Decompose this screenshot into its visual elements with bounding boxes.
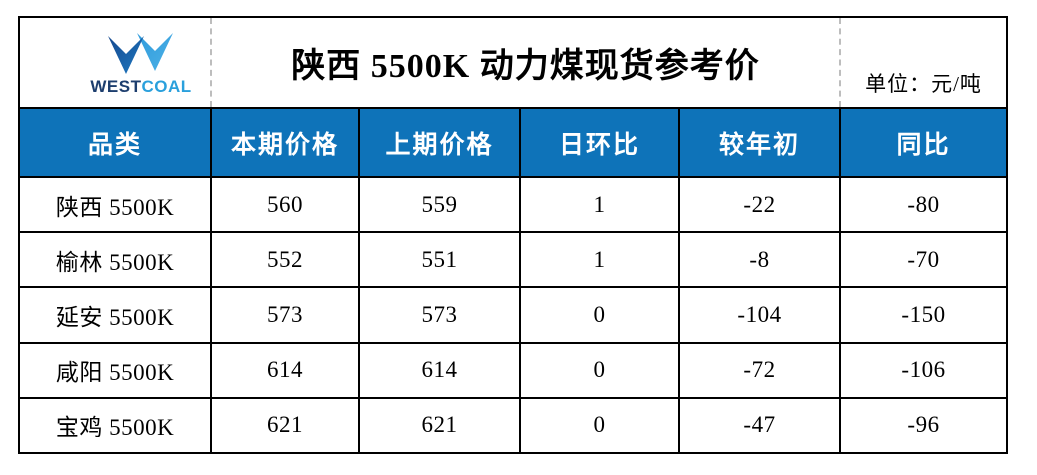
cell-daily-change: 0 (521, 398, 680, 453)
cell-daily-change: 1 (521, 178, 680, 232)
cell-ytd-change: -47 (680, 398, 841, 453)
cell-previous-price: 573 (360, 288, 521, 342)
table-row: 陕西 5500K 560 559 1 -22 -80 (20, 178, 1006, 234)
cell-current-price: 621 (212, 398, 360, 453)
logo-cell: WESTCOAL (20, 18, 212, 107)
cell-category: 榆林 5500K (20, 233, 212, 287)
table-row: 延安 5500K 573 573 0 -104 -150 (20, 288, 1006, 344)
cell-current-price: 552 (212, 233, 360, 287)
cell-ytd-change: -22 (680, 178, 841, 232)
cell-ytd-change: -104 (680, 288, 841, 342)
column-header-previous-price: 上期价格 (360, 109, 521, 176)
cell-yoy-change: -96 (907, 412, 940, 438)
cell-current-price: 614 (212, 343, 360, 397)
westcoal-w-icon (108, 33, 173, 74)
table-column-header-row: 品类 本期价格 上期价格 日环比 较年初 同比 (20, 109, 1006, 178)
cell-daily-change: 0 (521, 343, 680, 397)
column-header-yoy-change: 同比 (896, 131, 951, 159)
cell-yoy-change: -70 (907, 246, 940, 272)
cell-daily-change: 1 (521, 233, 680, 287)
unit-label: 单位：元/吨 (865, 72, 982, 96)
column-header-ytd-change: 较年初 (680, 109, 841, 176)
title-cell: 陕西 5500K 动力煤现货参考价 (212, 18, 841, 107)
westcoal-logo: WESTCOAL (90, 28, 191, 97)
price-table-sheet: WESTCOAL 陕西 5500K 动力煤现货参考价 单位：元/吨 品类 本期价… (18, 16, 1008, 454)
cell-category: 咸阳 5500K (20, 343, 212, 397)
cell-current-price: 560 (212, 178, 360, 232)
table-row: 咸阳 5500K 614 614 0 -72 -106 (20, 343, 1006, 399)
cell-previous-price: 614 (360, 343, 521, 397)
cell-previous-price: 551 (360, 233, 521, 287)
table-row: 宝鸡 5500K 621 621 0 -47 -96 (20, 398, 1006, 453)
logo-text-west: WEST (90, 77, 142, 96)
cell-category: 陕西 5500K (20, 178, 212, 232)
cell-yoy-change: -106 (901, 357, 946, 383)
cell-category: 延安 5500K (20, 288, 212, 342)
column-header-category: 品类 (20, 109, 212, 176)
unit-cell: 单位：元/吨 (841, 18, 1006, 107)
cell-yoy-change: -80 (907, 191, 940, 217)
logo-text-coal: COAL (141, 77, 192, 96)
cell-previous-price: 621 (360, 398, 521, 453)
table-row: 榆林 5500K 552 551 1 -8 -70 (20, 233, 1006, 289)
cell-previous-price: 559 (360, 178, 521, 232)
column-header-daily-change: 日环比 (521, 109, 680, 176)
page-title: 陕西 5500K 动力煤现货参考价 (291, 48, 760, 85)
cell-current-price: 573 (212, 288, 360, 342)
table-header-band: WESTCOAL 陕西 5500K 动力煤现货参考价 单位：元/吨 (20, 18, 1006, 109)
column-header-current-price: 本期价格 (212, 109, 360, 176)
cell-daily-change: 0 (521, 288, 680, 342)
cell-category: 宝鸡 5500K (20, 398, 212, 453)
cell-ytd-change: -72 (680, 343, 841, 397)
logo-text: WESTCOAL (90, 77, 191, 97)
cell-ytd-change: -8 (680, 233, 841, 287)
cell-yoy-change: -150 (901, 302, 946, 327)
